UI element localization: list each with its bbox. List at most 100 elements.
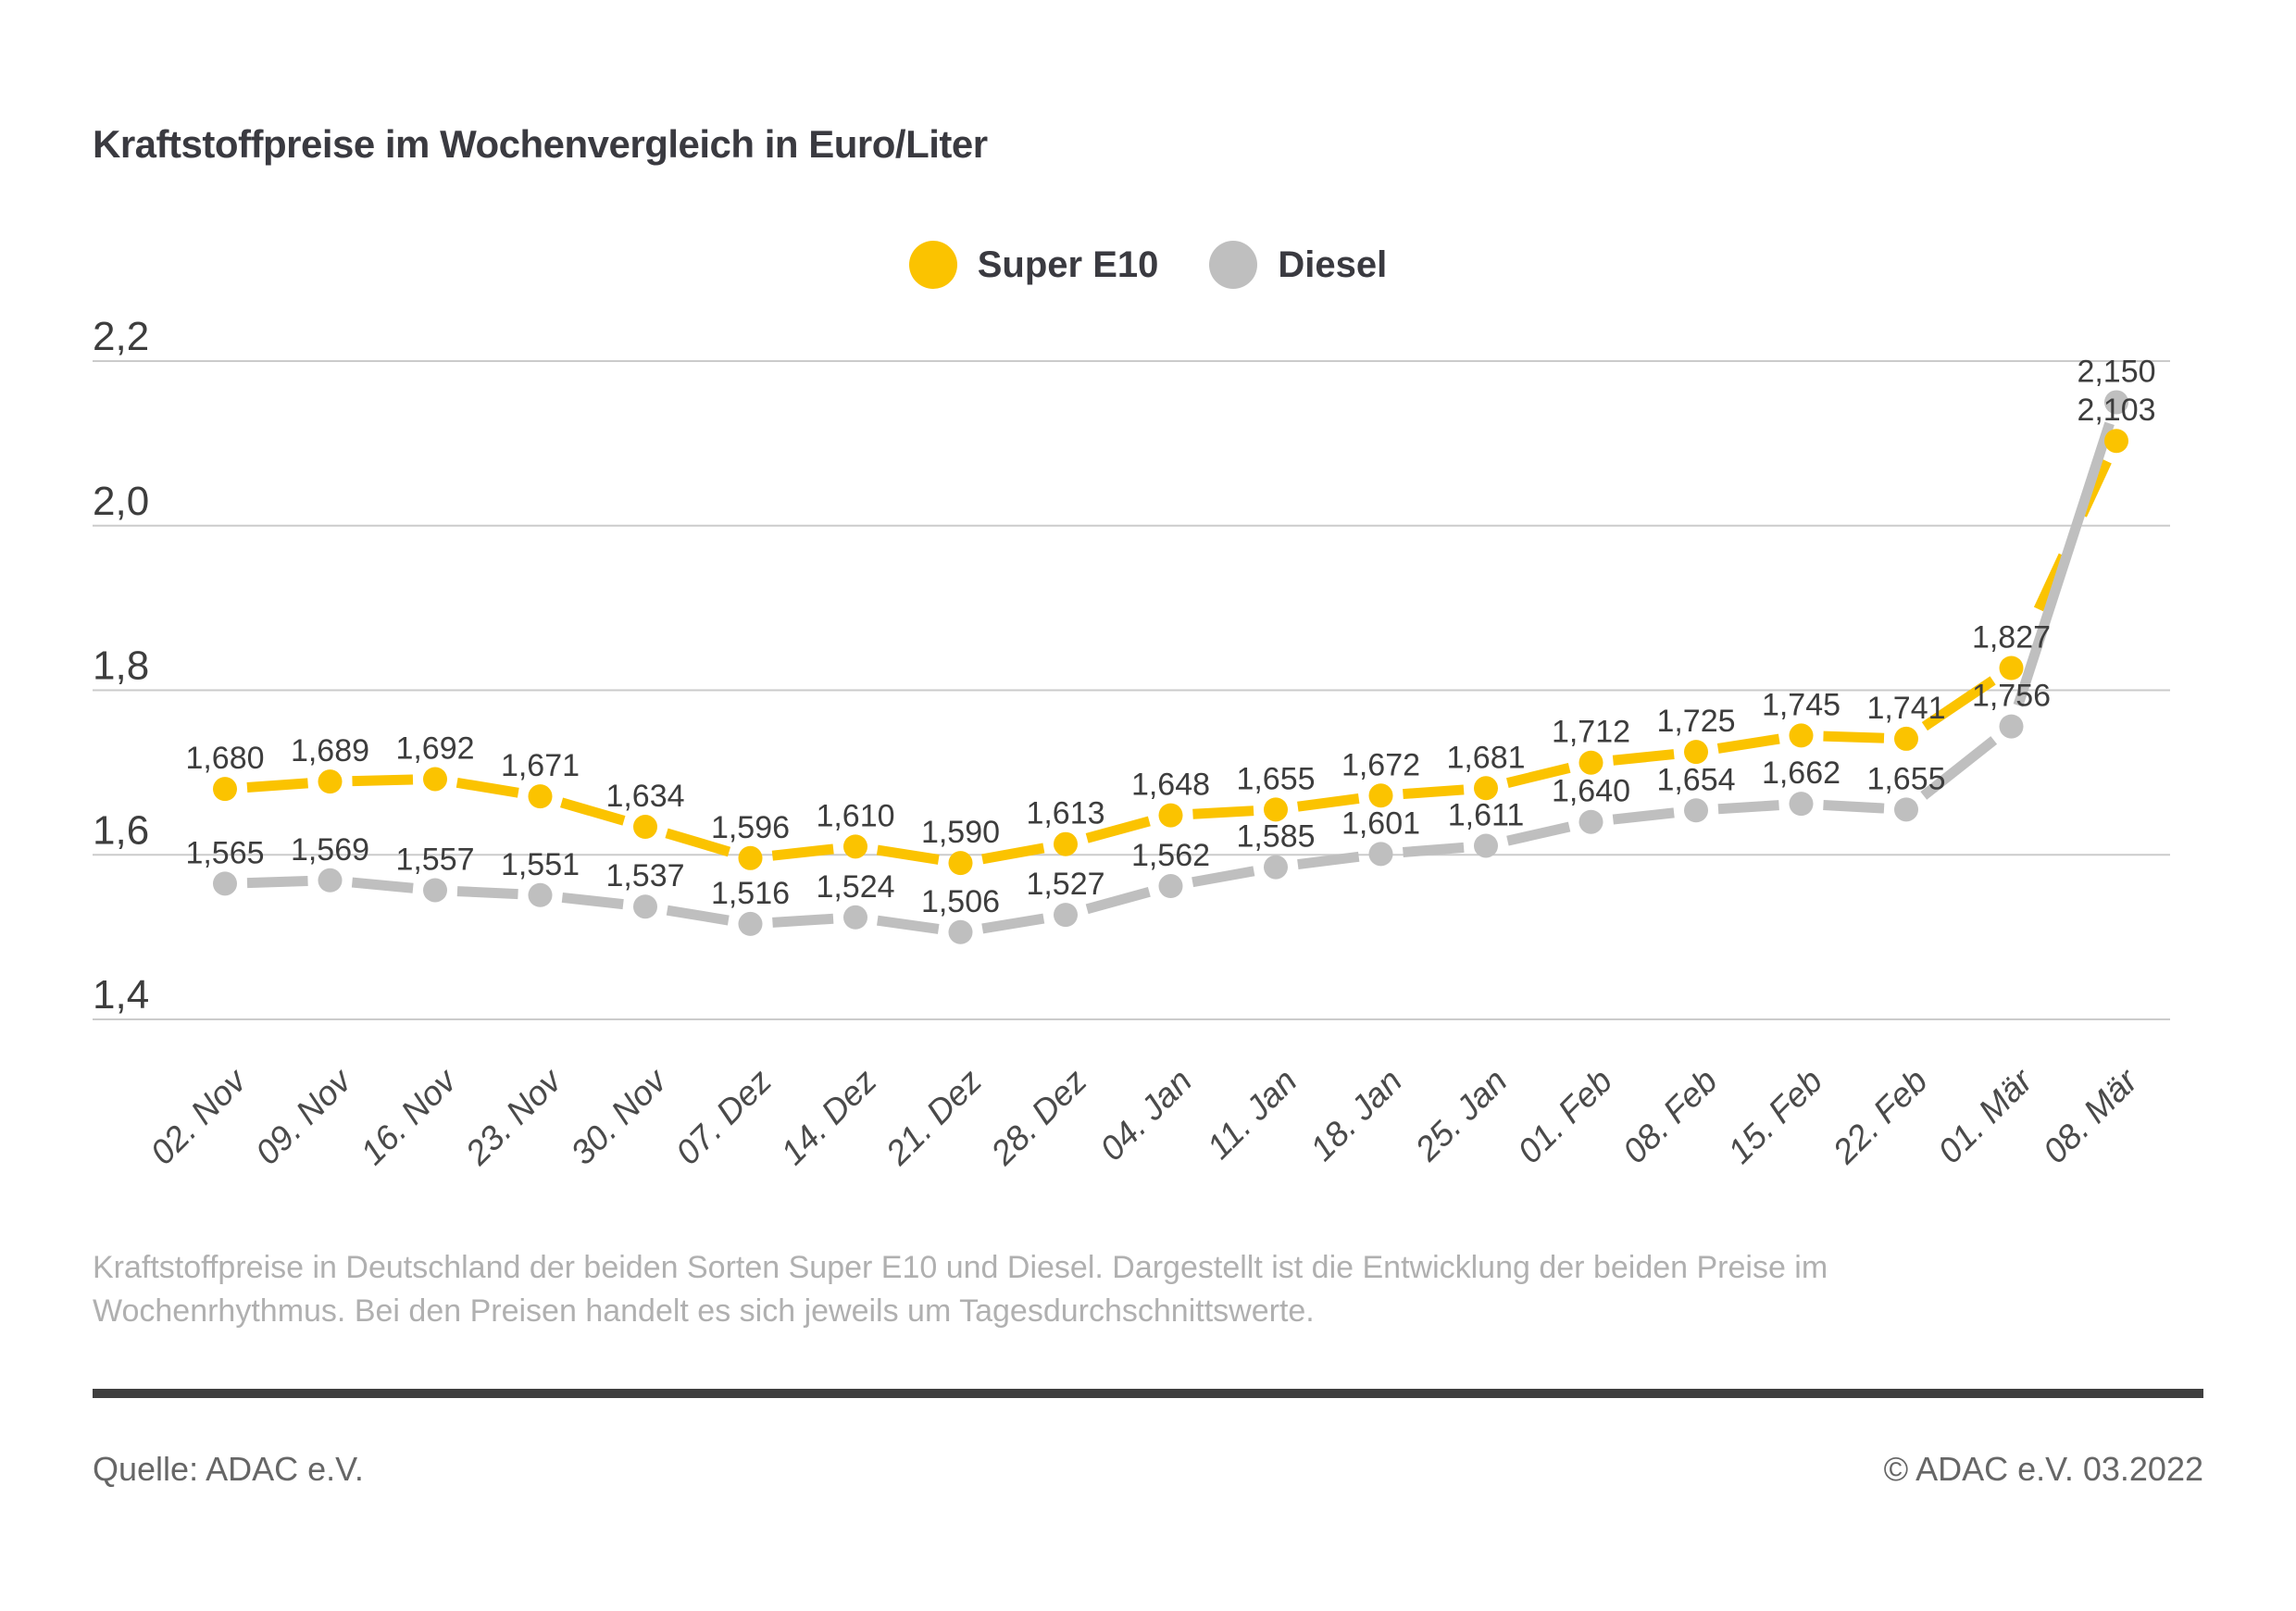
value-label-super-e10: 1,672 [1341,747,1420,782]
x-axis-date-label: 14. Dez [773,1062,883,1172]
value-label-super-e10: 1,680 [185,741,264,776]
line-segment-super-e10 [246,778,308,793]
value-label-super-e10: 1,692 [395,731,474,766]
line-segment-super-e10 [2015,458,2112,651]
line-segment-super-e10 [1921,676,1996,731]
data-point-diesel [1368,842,1393,867]
line-segment-diesel [351,877,414,893]
legend-item-super-e10: Super E10 [908,241,1159,289]
line-segment-diesel [1085,887,1151,915]
value-label-super-e10: 1,681 [1446,740,1525,775]
value-label-super-e10: 1,634 [605,779,684,814]
value-label-super-e10: 1,745 [1762,687,1841,722]
x-axis-date-label: 23. Nov [457,1060,570,1173]
value-label-super-e10: 1,596 [711,810,790,845]
value-label-diesel: 1,565 [185,835,264,870]
data-point-diesel [2104,390,2128,415]
value-label-super-e10: 1,671 [501,748,580,783]
value-label-super-e10: 1,648 [1131,768,1210,803]
data-point-diesel [1264,855,1288,880]
line-segment-super-e10 [1612,749,1675,766]
value-label-diesel: 1,562 [1131,838,1210,873]
line-segment-diesel [666,905,730,926]
legend-label-super-e10: Super E10 [977,244,1159,285]
caption-line-2: Wochenrhythmus. Bei den Preisen handelt … [93,1293,1315,1329]
line-segment-super-e10 [665,828,731,857]
value-label-diesel: 1,537 [605,858,684,893]
data-point-super-e10 [1894,726,1918,751]
value-label-diesel: 1,524 [816,869,894,905]
super-e10-dot-icon [908,241,957,289]
data-point-diesel [1894,797,1918,822]
data-point-super-e10 [738,845,763,870]
x-axis-date-label: 08. Feb [1616,1062,1725,1171]
x-axis-date-label: 25. Jan [1407,1062,1515,1169]
value-label-super-e10: 1,613 [1026,796,1104,831]
value-label-super-e10: 1,610 [816,798,894,833]
value-label-diesel: 2,150 [2077,354,2155,389]
value-label-diesel: 1,569 [291,832,369,868]
line-segment-super-e10 [1823,731,1885,743]
value-label-diesel: 1,654 [1656,762,1735,797]
line-segment-diesel [876,915,940,934]
data-point-diesel [948,919,973,944]
line-segment-diesel [1402,842,1465,857]
data-point-super-e10 [1264,797,1288,822]
data-point-diesel [1158,874,1183,899]
data-point-super-e10 [1474,776,1498,801]
value-label-super-e10: 1,655 [1236,761,1315,796]
value-label-diesel: 1,640 [1552,774,1630,809]
data-point-diesel [633,894,657,919]
x-axis-date-label: 02. Nov [143,1060,255,1172]
value-label-diesel: 1,655 [1866,761,1945,796]
chart-title: Kraftstoffpreise im Wochenvergleich in E… [93,122,988,166]
value-label-diesel: 1,662 [1762,756,1841,791]
x-axis-date-label: 09. Nov [248,1060,360,1172]
line-segment-diesel [561,892,624,910]
x-axis-date-label: 07. Dez [668,1062,779,1172]
x-axis-date-label: 15. Feb [1720,1062,1829,1171]
value-label-super-e10: 1,741 [1866,691,1945,726]
data-point-super-e10 [1368,783,1393,808]
value-label-super-e10: 2,103 [2077,393,2155,428]
line-segment-diesel [981,913,1045,934]
value-label-diesel: 1,756 [1972,679,2051,714]
legend: Super E10 Diesel [0,241,2296,289]
data-point-super-e10 [1578,750,1603,775]
y-axis-tick-label: 1,8 [93,643,149,689]
value-label-super-e10: 1,725 [1656,704,1735,739]
data-point-diesel [318,868,343,893]
data-point-super-e10 [948,851,973,876]
data-point-super-e10 [1999,656,2024,681]
data-point-super-e10 [528,784,553,809]
value-label-diesel: 1,516 [711,876,790,911]
line-segment-super-e10 [876,844,940,865]
data-point-super-e10 [633,815,657,840]
line-segment-super-e10 [1297,793,1360,812]
data-point-diesel [423,878,447,903]
data-point-super-e10 [1684,740,1708,765]
footer-divider [93,1389,2203,1398]
value-label-diesel: 1,611 [1448,797,1525,832]
data-point-diesel [1054,903,1078,928]
data-point-diesel [1789,792,1814,817]
x-axis-date-label: 22. Feb [1825,1062,1934,1171]
x-axis-date-label: 01. Feb [1510,1062,1619,1171]
legend-item-diesel: Diesel [1209,241,1387,289]
x-axis-date-label: 18. Jan [1303,1062,1409,1168]
diesel-dot-icon [1209,241,1258,289]
x-axis-date-label: 21. Dez [878,1062,989,1173]
value-label-diesel: 1,506 [921,884,1000,919]
line-segment-super-e10 [352,774,414,787]
data-point-super-e10 [2104,429,2128,454]
data-point-diesel [1578,809,1603,834]
line-segment-super-e10 [981,843,1045,865]
data-point-super-e10 [1789,723,1814,748]
line-segment-super-e10 [560,797,626,826]
data-point-super-e10 [318,769,343,794]
y-axis-tick-label: 2,0 [93,479,149,524]
value-label-super-e10: 1,590 [921,815,1000,850]
x-axis-date-label: 11. Jan [1200,1062,1304,1167]
line-segment-diesel [1612,807,1675,825]
